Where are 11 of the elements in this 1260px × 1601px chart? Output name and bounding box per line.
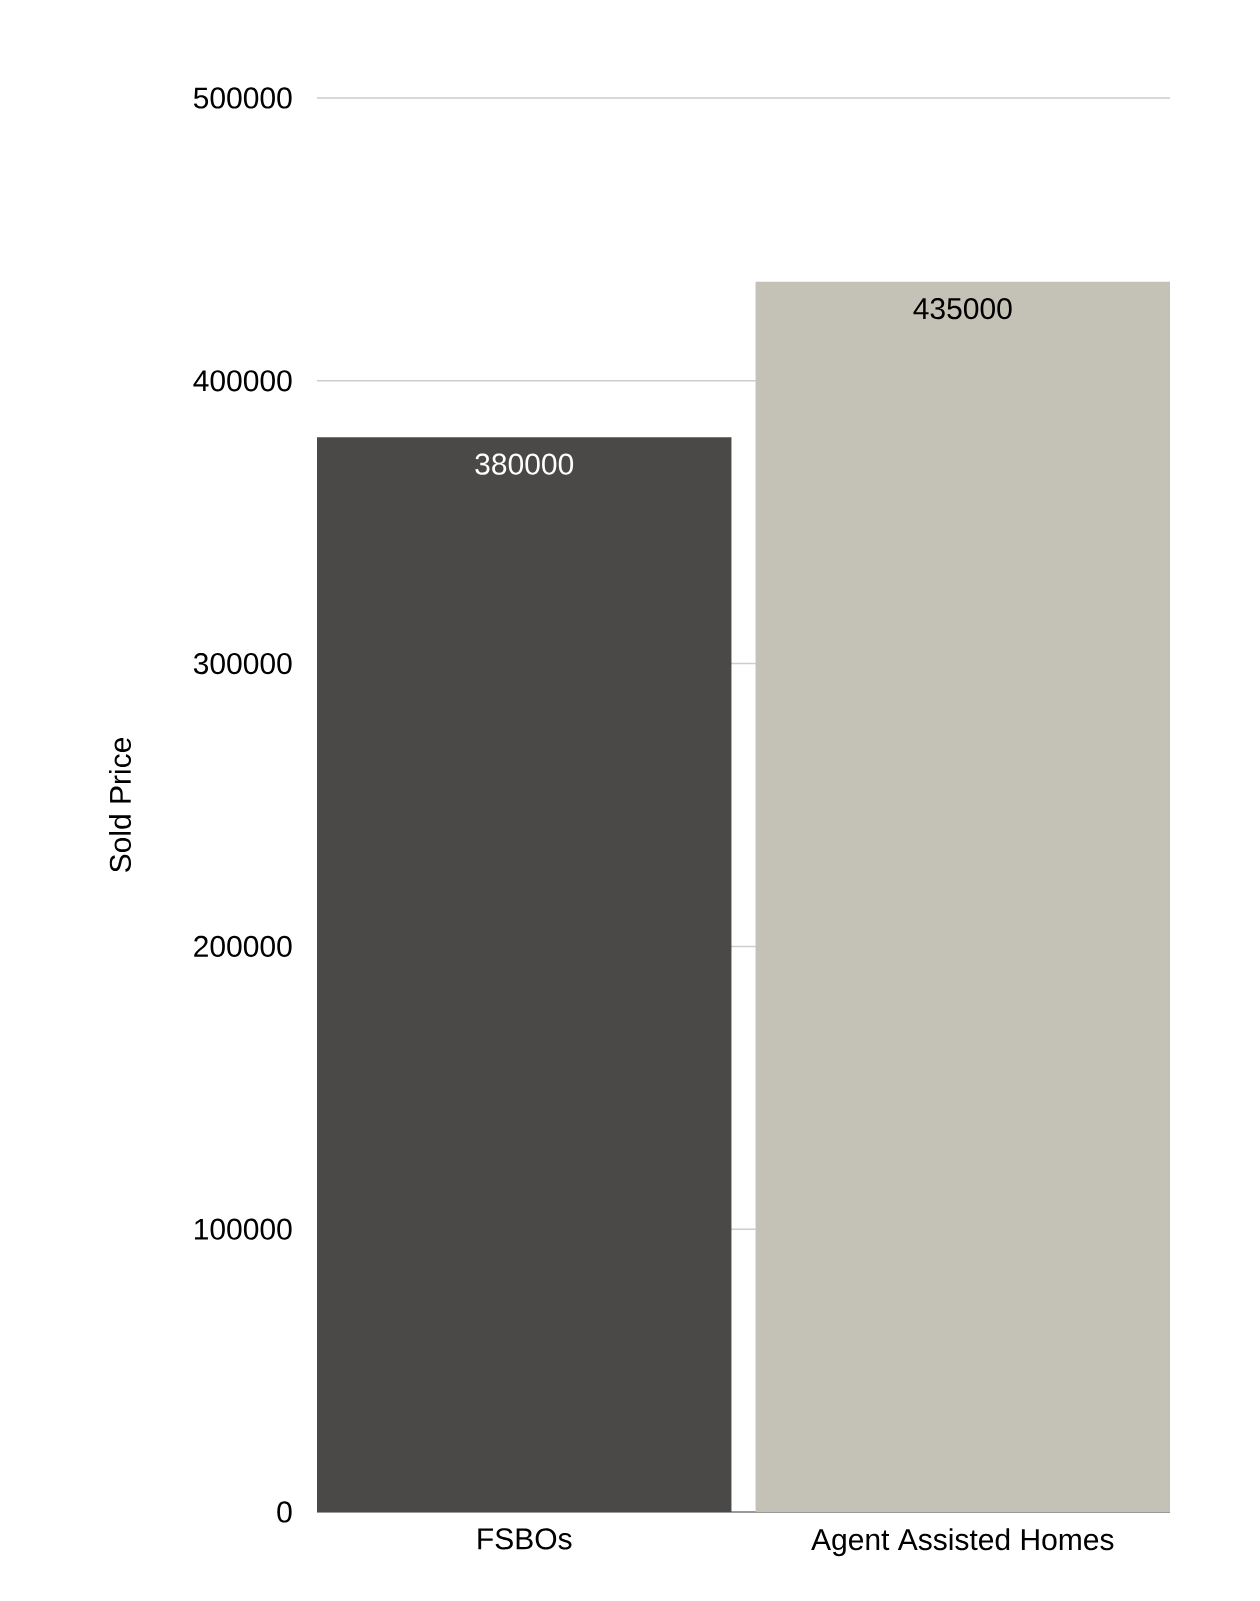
y-axis-title: Sold Price [108, 738, 132, 872]
y-tick-label: 500000 [193, 87, 292, 109]
data-label: 435000 [913, 298, 1012, 320]
x-tick-label: Agent Assisted Homes [811, 1528, 1114, 1557]
data-label: 380000 [475, 453, 574, 475]
y-tick-label: 300000 [193, 652, 292, 675]
y-tick-label: 200000 [194, 935, 292, 958]
x-tick-label: FSBOs [478, 1528, 572, 1550]
y-tick-label: 400000 [193, 370, 292, 392]
y-tick-label: 100000 [194, 1218, 292, 1240]
y-tick-label: 0 [277, 1501, 292, 1523]
